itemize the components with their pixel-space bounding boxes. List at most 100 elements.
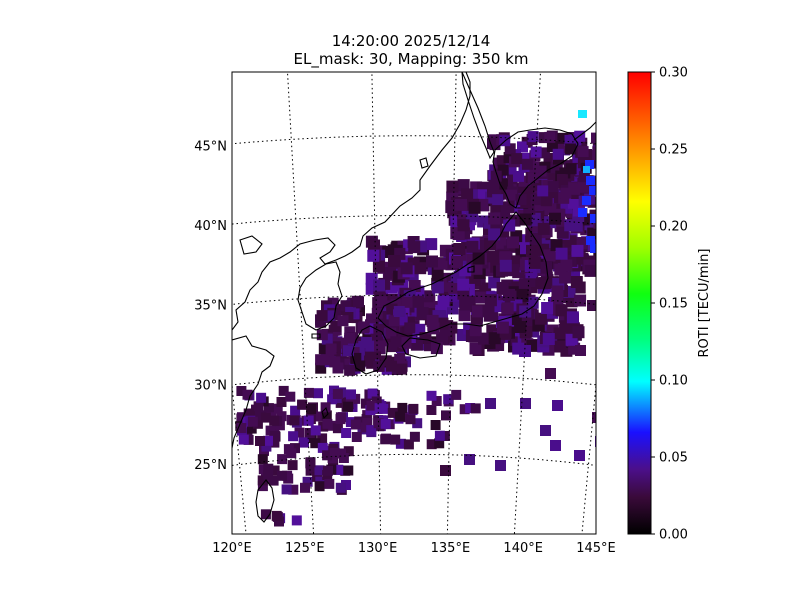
roti-cell [430, 420, 441, 430]
coastline-sakhalin-small [419, 157, 429, 169]
roti-cell [521, 187, 533, 199]
roti-cell [511, 153, 523, 165]
roti-cell [426, 314, 439, 327]
roti-cell [305, 457, 316, 468]
roti-cell [485, 398, 496, 409]
roti-cell [519, 213, 532, 226]
roti-cell [286, 448, 297, 459]
roti-cell [488, 332, 501, 345]
roti-cell [283, 473, 294, 484]
roti-cell [578, 208, 587, 217]
roti-cell [586, 236, 595, 245]
title-line-2: EL_mask: 30, Mapping: 350 km [294, 50, 529, 69]
roti-cell [457, 219, 470, 232]
roti-cell [343, 465, 354, 476]
lat-label-40: 40°N [194, 219, 227, 234]
roti-cell [325, 343, 337, 355]
roti-cell [323, 465, 333, 476]
roti-cell [318, 343, 330, 355]
roti-cell [534, 312, 547, 325]
roti-cell [587, 227, 596, 240]
roti-cell [269, 430, 280, 441]
coastlines [232, 72, 596, 523]
roti-cell [332, 423, 343, 434]
roti-cell [564, 135, 576, 146]
roti-cell [380, 418, 391, 429]
roti-cell [320, 402, 331, 413]
meridian-145 [581, 379, 596, 534]
roti-cell [570, 276, 583, 288]
roti-cell [323, 354, 335, 366]
lat-label-25: 25°N [194, 458, 227, 473]
roti-cell [538, 277, 551, 290]
roti-cell [344, 326, 356, 338]
roti-cell [497, 164, 509, 176]
roti-cell [354, 360, 366, 372]
roti-cell [583, 166, 590, 173]
title-line-1: 14:20:00 2025/12/14 [332, 32, 491, 50]
roti-cell [457, 179, 470, 192]
roti-cell [290, 405, 301, 416]
roti-cell [373, 360, 385, 372]
roti-cell [482, 304, 495, 317]
roti-cell [408, 241, 421, 254]
roti-cell [517, 141, 528, 153]
roti-cell [434, 438, 445, 449]
roti-cell [503, 288, 515, 301]
roti-cell [400, 262, 413, 275]
coastline-sado [467, 265, 475, 273]
roti-cell [459, 404, 470, 415]
roti-cell [395, 438, 406, 449]
roti-cell [522, 158, 533, 170]
roti-cell [541, 302, 554, 314]
roti-cell [440, 465, 451, 476]
parallel-25 [232, 453, 596, 466]
roti-cell [304, 428, 315, 438]
latitude-labels: 45°N 40°N 35°N 30°N 25°N [194, 139, 227, 473]
roti-cell [255, 436, 265, 446]
roti-cell [488, 228, 501, 241]
roti-cell [555, 247, 568, 260]
roti-cell [365, 340, 377, 352]
roti-cell [403, 316, 415, 328]
roti-cell [528, 161, 540, 173]
roti-cell [271, 510, 282, 521]
roti-cell [577, 181, 589, 193]
colorbar-ticks: 0.00 0.05 0.10 0.15 0.20 0.25 0.30 [651, 66, 688, 543]
roti-cell [556, 142, 568, 153]
colorbar-tick-label: 0.20 [659, 220, 688, 235]
roti-cell [291, 515, 302, 526]
coastline-honshu [377, 211, 549, 337]
roti-cell [416, 307, 429, 320]
roti-cell [260, 509, 271, 520]
roti-cell [431, 266, 444, 279]
roti-cell [371, 396, 382, 407]
roti-cell [431, 396, 442, 406]
roti-cell [437, 295, 450, 308]
roti-cell [530, 179, 542, 191]
roti-cell [338, 453, 349, 463]
roti-cell [272, 403, 283, 414]
roti-cell [269, 415, 280, 426]
roti-cell [408, 403, 419, 414]
colorbar-label: ROTI [TECU/min] [697, 249, 712, 358]
roti-cell [543, 249, 556, 262]
roti-cell [504, 143, 516, 155]
roti-cell [519, 152, 531, 164]
roti-cell [351, 432, 362, 442]
roti-cell [520, 398, 531, 409]
roti-cell [564, 246, 577, 259]
roti-cell [364, 355, 375, 367]
roti-cell [484, 294, 497, 307]
roti-cell [335, 414, 346, 425]
roti-cell [572, 326, 585, 339]
roti-cell [276, 397, 287, 407]
meridian-120 [232, 379, 247, 534]
lon-label-145: 145°E [576, 541, 616, 556]
roti-cell [426, 405, 437, 415]
roti-cell [577, 146, 589, 158]
roti-cell [441, 410, 451, 421]
roti-cell [394, 353, 406, 365]
colorbar-tick-label: 0.30 [659, 66, 688, 81]
roti-cell [327, 394, 338, 405]
